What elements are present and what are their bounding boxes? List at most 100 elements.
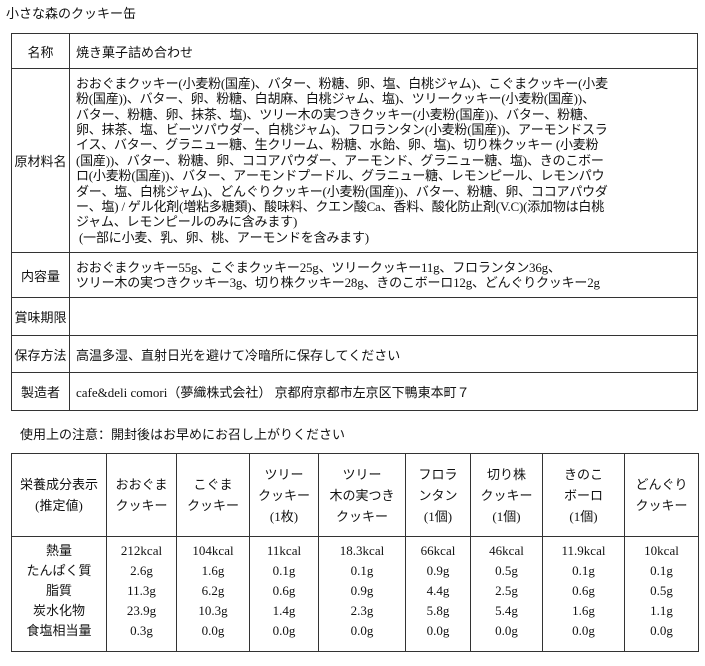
- nutrient-value: 0.1g: [318, 561, 406, 581]
- nutrient-value: 1.6g: [542, 601, 625, 621]
- nutrient-value: 0.0g: [624, 621, 699, 652]
- nutrient-value: 4.4g: [405, 581, 471, 601]
- product-info-table: 名称 焼き菓子詰め合わせ 原材料名 おおぐまクッキー(小麦粉(国産)、バター、粉…: [11, 33, 698, 411]
- row-name: 名称 焼き菓子詰め合わせ: [11, 33, 698, 69]
- column-header: こぐま クッキー: [176, 453, 250, 537]
- header-line: (1個): [569, 508, 598, 524]
- column-header: ツリークッキー (1枚): [249, 453, 319, 537]
- nutrient-label: 食塩相当量: [11, 621, 107, 652]
- header-line: クッキー: [335, 508, 388, 524]
- nutrient-value: 10.3g: [176, 601, 250, 621]
- nutrient-value: 5.4g: [470, 601, 543, 621]
- text-line: 粉(国産))、バター、卵、粉糖、白胡麻、白桃ジャム、塩)、ツリークッキー(小麦粉…: [76, 91, 595, 107]
- value-maker: cafe&deli comori（夢織株式会社） 京都府京都市左京区下鴨東本町７: [69, 372, 698, 411]
- nutrient-value: 11.9kcal: [542, 536, 625, 561]
- nutrient-value: 11kcal: [249, 536, 319, 561]
- column-header: フロランタン (1個): [405, 453, 471, 537]
- nutrient-value: 0.0g: [318, 621, 406, 652]
- value-ingredients: おおぐまクッキー(小麦粉(国産)、バター、粉糖、卵、塩、白桃ジャム)、こぐまクッ…: [69, 68, 698, 253]
- header-line: ツリー: [264, 466, 304, 482]
- header-line: クッキー: [480, 487, 533, 503]
- text-line: (国産))、バター、粉糖、卵、ココアパウダー、アーモンド、グラニュー糖、塩)、き…: [76, 152, 604, 168]
- header-line: 木の実つき: [329, 487, 395, 503]
- value-name: 焼き菓子詰め合わせ: [69, 33, 698, 69]
- text-line: ジャム、レモンピールのみに含みます): [76, 214, 298, 230]
- nutrient-value: 6.2g: [176, 581, 250, 601]
- nutrient-value: 23.9g: [106, 601, 177, 621]
- nutrition-row: 食塩相当量 0.3g 0.0g 0.0g 0.0g 0.0g 0.0g 0.0g 0.0g: [11, 621, 699, 652]
- column-header: どんぐり クッキー: [624, 453, 699, 537]
- column-header: ツリー木の実つきクッキー: [318, 453, 406, 537]
- nutrient-value: 18.3kcal: [318, 536, 406, 561]
- label-maker: 製造者: [11, 372, 70, 411]
- column-header: きのこボーロ (1個): [542, 453, 625, 537]
- nutrient-value: 0.5g: [624, 581, 699, 601]
- column-header: 栄養成分表示 (推定値): [11, 453, 107, 537]
- nutrient-label: 炭水化物: [11, 601, 107, 621]
- text-line: ツリー木の実つきクッキー3g、切り株クッキー28g、きのこボーロ12g、どんぐり…: [76, 275, 600, 290]
- nutrient-value: 0.0g: [470, 621, 543, 652]
- usage-note: 使用上の注意：開封後はお早めにお召し上がりください: [20, 427, 346, 442]
- header-line: クッキー: [115, 498, 168, 513]
- header-line: ンタン: [418, 487, 458, 503]
- row-ingredients: 原材料名 おおぐまクッキー(小麦粉(国産)、バター、粉糖、卵、塩、白桃ジャム)、…: [11, 68, 698, 253]
- nutrient-value: 11.3g: [106, 581, 177, 601]
- row-expiry: 賞味期限: [11, 297, 698, 336]
- header-line: こぐま: [193, 477, 233, 492]
- page-title: 小さな森のクッキー缶: [6, 6, 137, 21]
- nutrition-table: 栄養成分表示 (推定値) おおぐま クッキー こぐま クッキー ツリー クッキー (1枚) ツリー…: [11, 453, 699, 652]
- header-line: (1枚): [269, 508, 299, 524]
- nutrient-value: 0.6g: [249, 581, 319, 601]
- nutrient-value: 0.0g: [176, 621, 250, 652]
- nutrient-value: 0.1g: [624, 561, 699, 581]
- header-line: どんぐり: [635, 477, 688, 492]
- value-expiry: [69, 297, 698, 336]
- nutrition-row: たんぱく質 2.6g 1.6g 0.1g 0.1g 0.9g 0.5g 0.1g 0.1g: [11, 561, 699, 581]
- nutrient-value: 1.1g: [624, 601, 699, 621]
- header-line: (推定値): [35, 498, 83, 513]
- label-ingredients: 原材料名: [11, 68, 70, 253]
- header-line: 栄養成分表示: [19, 477, 98, 492]
- label-expiry: 賞味期限: [11, 297, 70, 336]
- nutrient-value: 0.3g: [106, 621, 177, 652]
- text-line: おおぐまクッキー(小麦粉(国産)、バター、粉糖、卵、塩、白桃ジャム)、こぐまクッ…: [76, 75, 608, 91]
- header-line: ボーロ: [563, 487, 603, 503]
- header-line: フロラ: [418, 466, 458, 482]
- nutrient-value: 0.1g: [249, 561, 319, 581]
- header-line: クッキー: [257, 487, 310, 503]
- nutrient-value: 1.6g: [176, 561, 250, 581]
- text-line: おおぐまクッキー55g、こぐまクッキー25g、ツリークッキー11g、フロランタン…: [76, 259, 561, 275]
- nutrient-value: 0.0g: [249, 621, 319, 652]
- text-line: バター、粉糖、卵、抹茶、塩)、ツリー木の実つきクッキー(小麦粉(国産))、バター…: [76, 106, 596, 122]
- nutrient-value: 2.6g: [106, 561, 177, 581]
- text-line: (一部に小麦、乳、卵、桃、アーモンドを含みます): [76, 229, 369, 245]
- header-line: ツリー: [342, 466, 382, 482]
- nutrient-value: 0.5g: [470, 561, 543, 581]
- column-header: おおぐま クッキー: [106, 453, 177, 537]
- column-header: 切り株 クッキー (1個): [470, 453, 543, 537]
- header-line: 切り株: [486, 466, 526, 482]
- text-line: ロ(小麦粉(国産))、バター、アーモンドプードル、グラニュー糖、レモンピール、レ…: [76, 168, 605, 184]
- header-line: きのこ: [563, 466, 603, 482]
- nutrient-label: 脂質: [11, 581, 107, 601]
- nutrient-value: 0.0g: [405, 621, 471, 652]
- nutrient-value: 0.6g: [542, 581, 625, 601]
- nutrient-value: 5.8g: [405, 601, 471, 621]
- nutrition-row: 熱量 212kcal 104kcal 11kcal 18.3kcal 66kcal 46kc…: [11, 536, 699, 561]
- nutrient-value: 1.4g: [249, 601, 319, 621]
- nutrition-header-row: 栄養成分表示 (推定値) おおぐま クッキー こぐま クッキー ツリー クッキー (1枚) ツリー…: [11, 453, 699, 537]
- label-contents: 内容量: [11, 252, 70, 298]
- nutrient-label: 熱量: [11, 536, 107, 561]
- nutrient-value: 0.9g: [318, 581, 406, 601]
- header-line: (1個): [423, 508, 453, 524]
- header-line: クッキー: [635, 498, 688, 513]
- header-line: クッキー: [186, 498, 239, 513]
- value-contents: おおぐまクッキー55g、こぐまクッキー25g、ツリークッキー11g、フロランタン…: [69, 252, 698, 298]
- nutrient-value: 46kcal: [470, 536, 543, 561]
- nutrient-value: 0.1g: [542, 561, 625, 581]
- text-line: 卵、抹茶、塩、ビーツパウダー、白桃ジャム)、フロランタン(小麦粉(国産))、アー…: [76, 121, 608, 137]
- nutrient-value: 10kcal: [624, 536, 699, 561]
- nutrient-label: たんぱく質: [11, 561, 107, 581]
- label-name: 名称: [11, 33, 70, 69]
- nutrient-value: 66kcal: [405, 536, 471, 561]
